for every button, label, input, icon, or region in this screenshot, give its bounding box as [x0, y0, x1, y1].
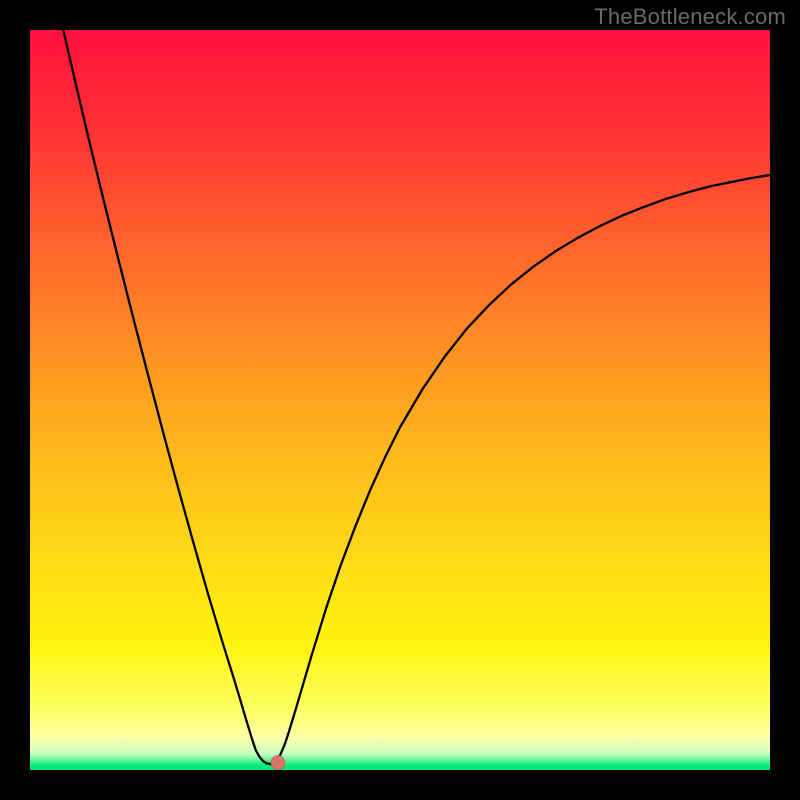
minimum-point-marker [271, 756, 285, 770]
watermark-text: TheBottleneck.com [594, 4, 786, 30]
gradient-background [30, 30, 770, 770]
bottleneck-chart-svg [30, 30, 770, 770]
plot-area [30, 30, 770, 770]
